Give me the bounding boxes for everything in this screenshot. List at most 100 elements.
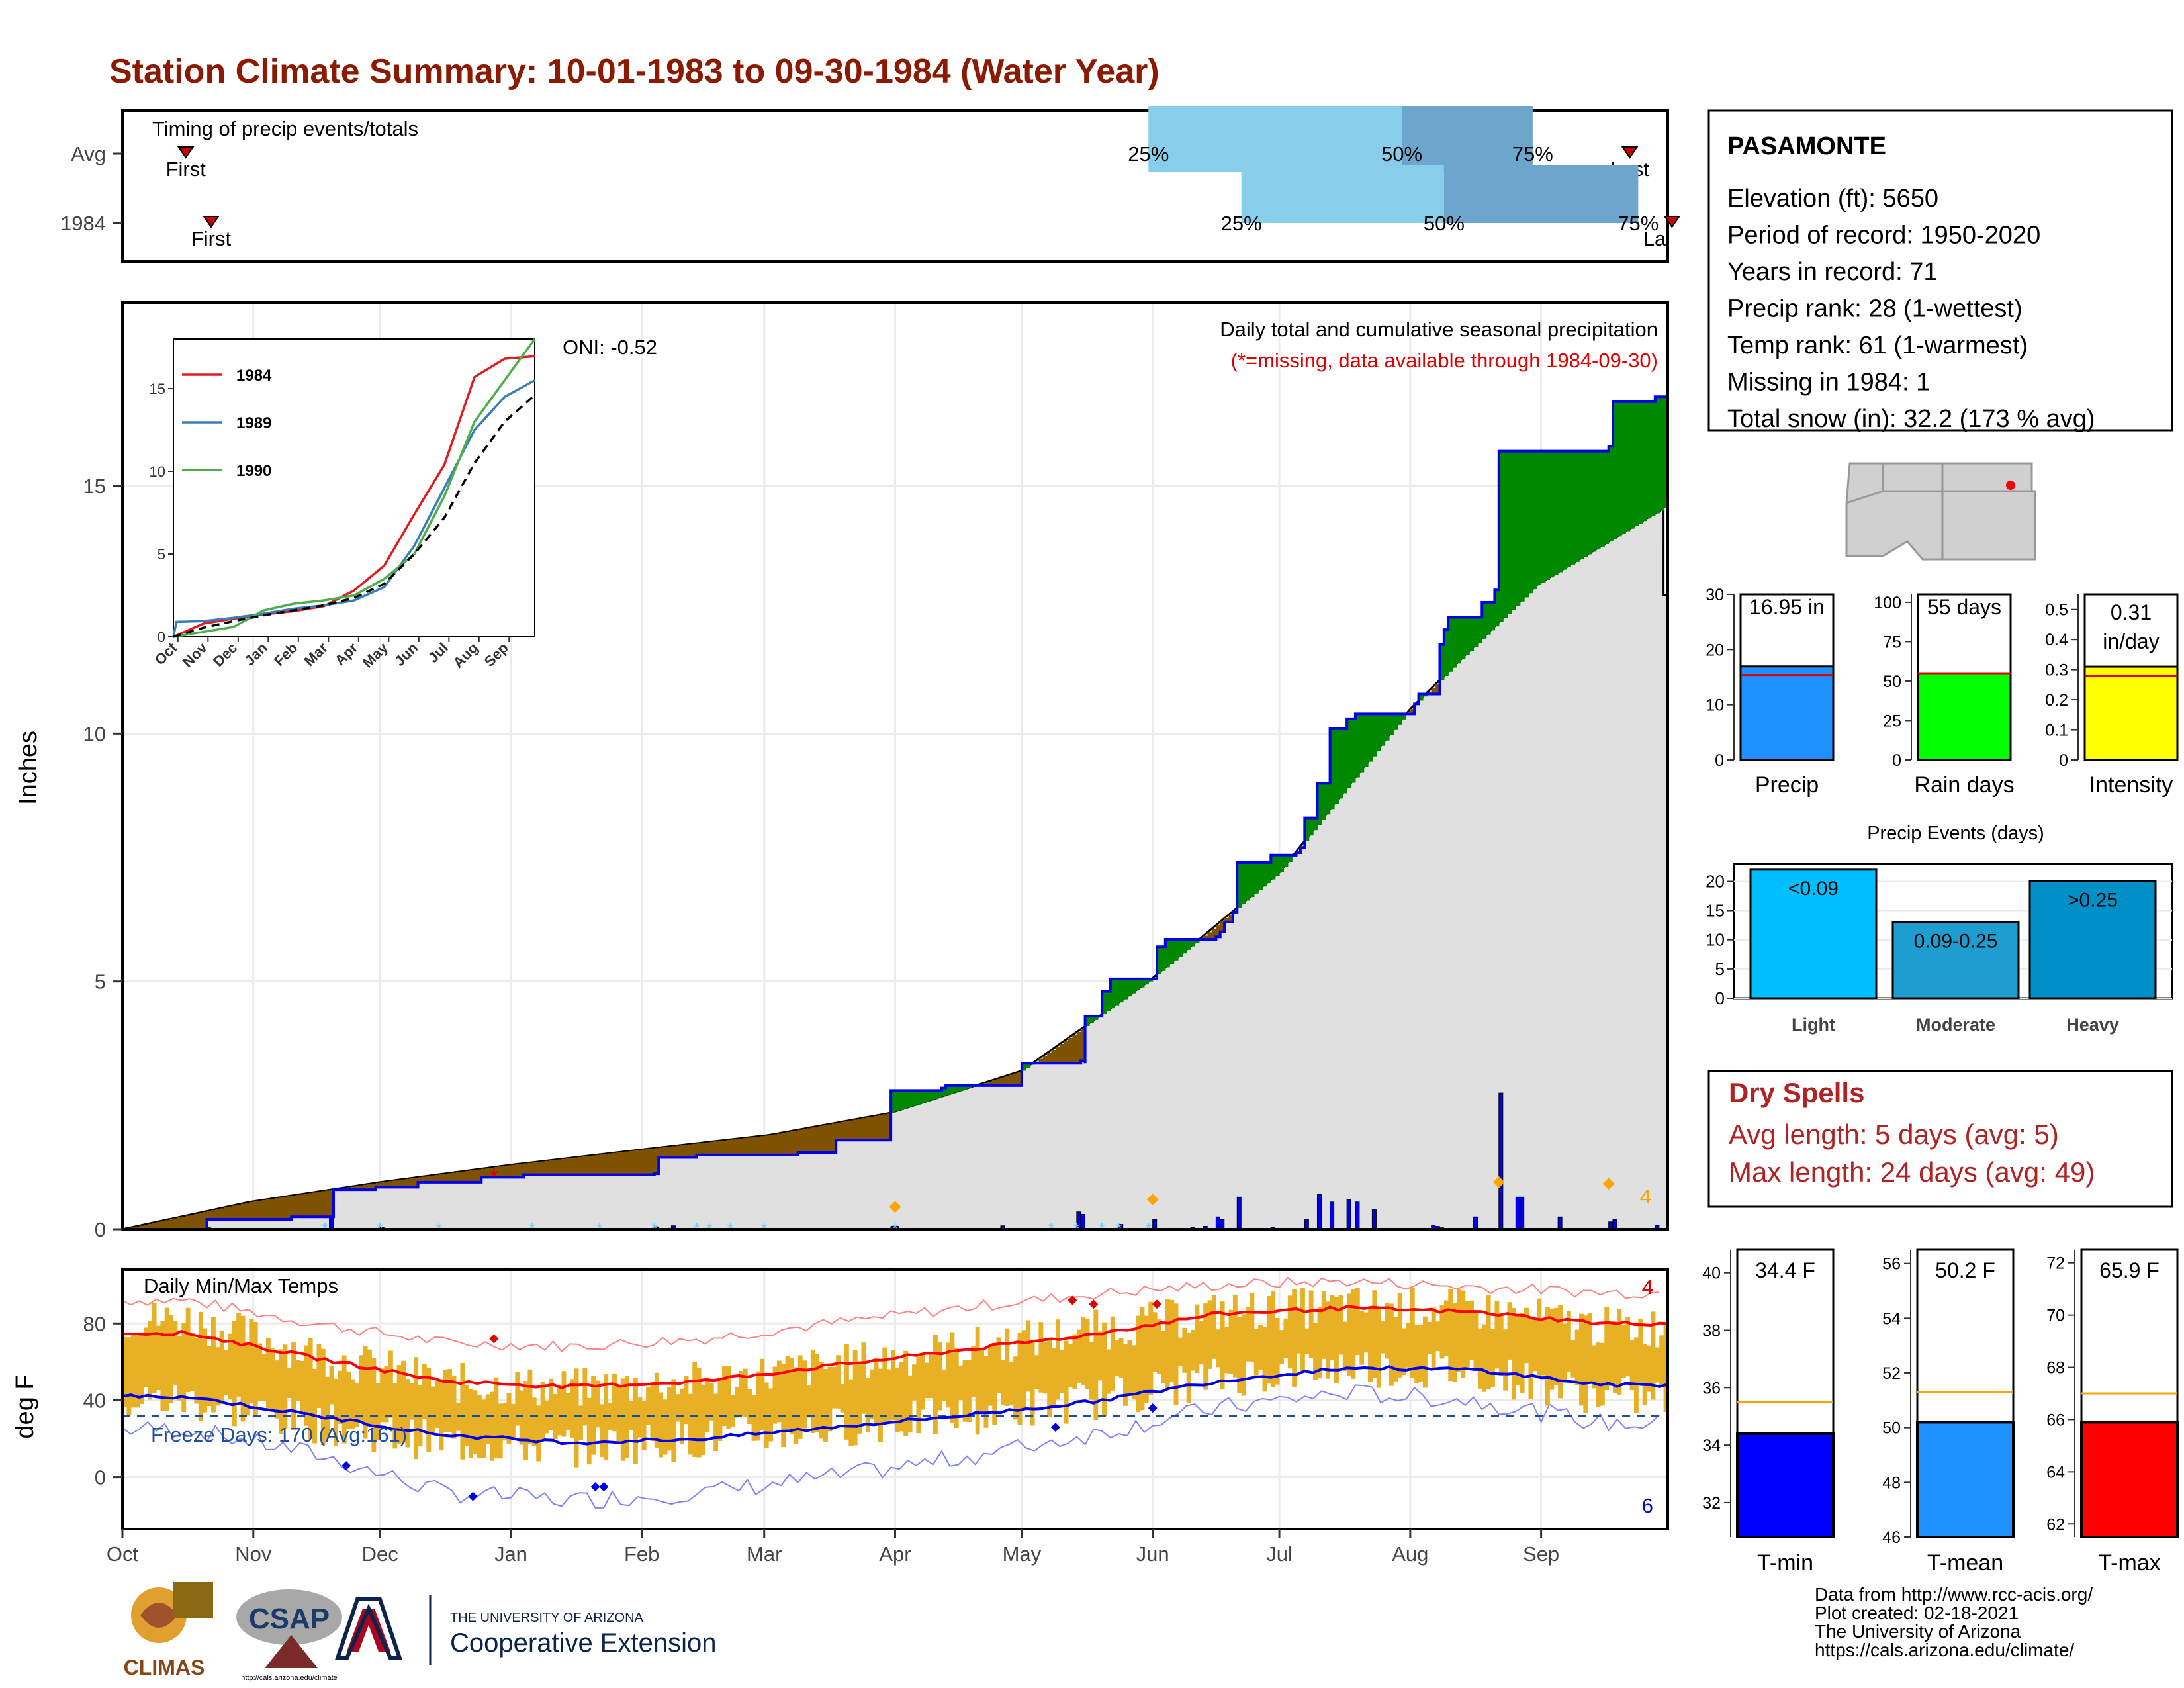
below-normal-band [139,1225,144,1229]
daily-temp-bar [599,1404,604,1458]
daily-temp-bar [1406,1323,1411,1368]
below-normal-band [772,1134,778,1155]
daily-temp-bar [1013,1356,1019,1420]
daily-temp-bar [743,1368,748,1417]
daily-precip-bar [1612,1219,1617,1230]
daily-temp-bar [844,1344,849,1440]
daily-temp-bar [1625,1317,1631,1377]
daily-temp-bar [684,1375,689,1425]
above-normal-band [1579,451,1584,560]
daily-temp-bar [1055,1319,1060,1400]
below-normal-band [473,1170,478,1182]
daily-temp-bar [143,1327,148,1387]
below-normal-band [553,1160,558,1175]
daily-temp-bar [701,1384,705,1456]
daily-temp-bar [490,1391,494,1461]
daily-temp-bar [1574,1329,1580,1385]
precip-ytick-label: 10 [83,722,106,745]
month-tick-label: Sep [1523,1542,1559,1566]
above-normal-band [954,1085,959,1093]
above-normal-band [1473,617,1479,647]
below-normal-band [215,1209,220,1220]
daily-temp-bar [249,1319,254,1404]
gauge-tick-label: 10 [1706,696,1724,715]
below-normal-band [439,1174,444,1182]
daily-temp-bar [1296,1309,1301,1354]
daily-temp-bar [1448,1289,1453,1382]
timing-pct-label: 25% [1128,142,1169,165]
daily-precip-bar [329,1216,334,1230]
daily-temp-bar [713,1393,719,1452]
station-info-line: Period of record: 1950-2020 [1727,222,2040,250]
below-normal-band [810,1127,815,1152]
daily-temp-bar [1326,1301,1331,1379]
above-normal-band [1528,451,1533,594]
daily-temp-bar [325,1376,330,1438]
daily-temp-bar [827,1366,833,1432]
temp-gauge-tick-label: 48 [1882,1474,1901,1492]
daily-temp-bar [1461,1290,1466,1378]
daily-temp-bar [870,1369,875,1419]
temp-gauge-tick-label: 50 [1882,1419,1901,1438]
normal-max-line [122,1305,1668,1389]
daily-temp-bar [1418,1324,1424,1382]
above-normal-band [1461,617,1466,660]
above-normal-band [1118,978,1124,1003]
below-normal-band [646,1149,651,1175]
daily-temp-bar [384,1366,389,1423]
daily-temp-bar [1123,1344,1128,1406]
above-normal-band [929,1090,934,1101]
above-normal-band [1524,451,1529,598]
daily-temp-bar [646,1387,651,1425]
daily-temp-bar [1465,1301,1470,1369]
daily-temp-bar [1216,1329,1221,1368]
daily-temp-bar [1076,1329,1081,1383]
above-normal-band [1486,602,1491,635]
above-normal-band [1592,451,1597,552]
daily-temp-bar [228,1333,233,1399]
temp-panel-label: Daily Min/Max Temps [144,1274,338,1297]
below-normal-band [1224,918,1230,922]
daily-temp-bar [920,1354,925,1410]
month-tick-label: Aug [1392,1542,1428,1566]
daily-temp-bar [422,1364,427,1419]
above-normal-band [1186,939,1191,950]
daily-temp-bar [536,1405,541,1462]
below-normal-band [1211,928,1216,940]
below-normal-band [654,1148,659,1174]
above-normal-band [1651,401,1656,516]
below-normal-band [730,1139,735,1155]
below-normal-band [249,1201,254,1220]
gauge-value-label: 55 days [1927,595,2001,619]
below-normal-band [790,1131,794,1155]
daily-temp-bar [1490,1329,1495,1387]
timing-pct-label: 75% [1512,142,1553,165]
gauge-tick-label: 0.3 [2045,661,2068,680]
below-normal-band [1009,1074,1014,1086]
daily-temp-bar [279,1349,283,1434]
daily-temp-bar [717,1378,723,1441]
csap-logo: CSAP http://cals.arizona.edu/climate [232,1582,347,1682]
daily-temp-bar [1608,1322,1614,1386]
daily-temp-bar [1587,1312,1592,1383]
daily-temp-bar [1034,1355,1039,1389]
daily-temp-bar [1393,1317,1398,1382]
above-normal-band [1237,862,1242,908]
temp-gauge-tick-label: 70 [2046,1307,2065,1325]
below-normal-band [878,1115,883,1141]
temp-gauge-tick-label: 56 [1882,1255,1901,1274]
daily-temp-bar [1528,1317,1533,1399]
below-normal-band [485,1168,490,1178]
precip-ytick-label: 0 [95,1218,106,1241]
daily-temp-bar [380,1368,385,1423]
daily-temp-bar [950,1332,955,1423]
daily-temp-bar [1321,1291,1326,1359]
below-normal-band [422,1176,427,1182]
above-normal-band [1541,451,1546,583]
daily-temp-bar [375,1383,381,1440]
daily-temp-bar [671,1379,676,1462]
above-normal-band [1537,451,1542,585]
below-normal-band [848,1120,854,1141]
below-normal-band [363,1184,368,1190]
above-normal-band [1283,855,1289,867]
